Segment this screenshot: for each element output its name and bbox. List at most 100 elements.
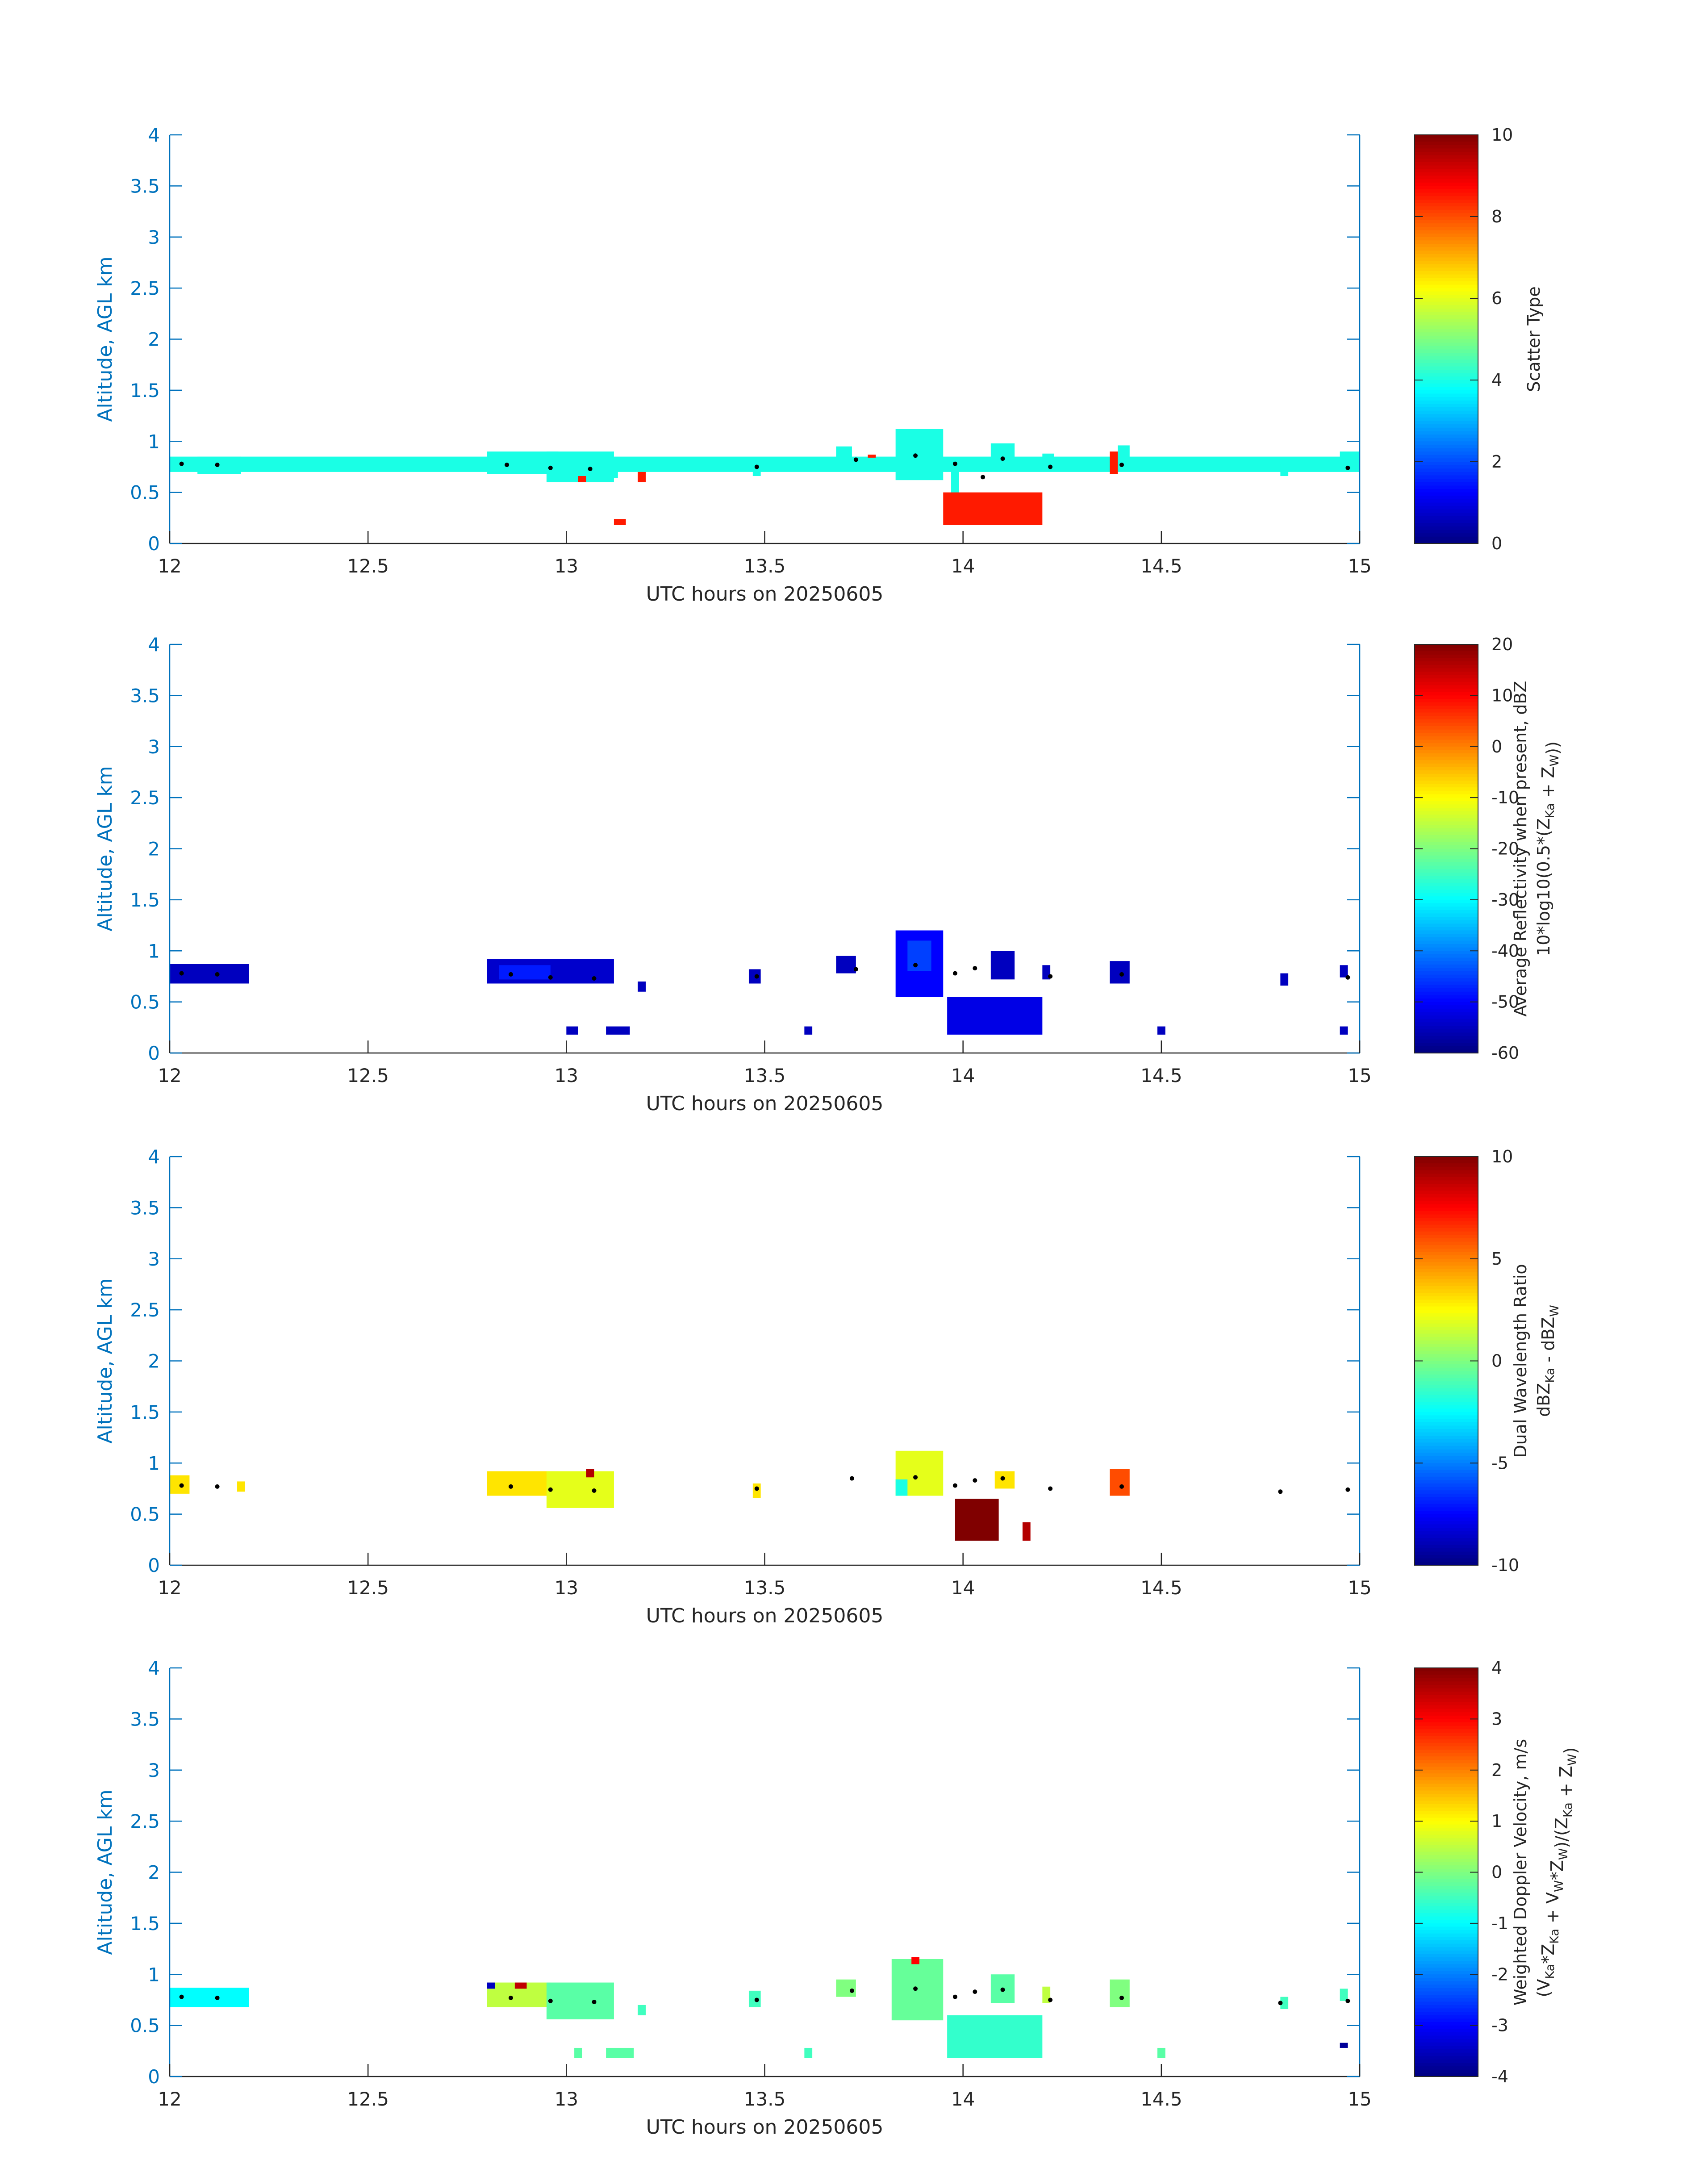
- colorbar-segment: [1415, 1316, 1478, 1320]
- colorbar-segment: [1415, 1763, 1478, 1768]
- colorbar-segment: [1415, 729, 1478, 734]
- colorbar-segment: [1415, 1933, 1478, 1938]
- colorbar-segment: [1415, 1262, 1478, 1266]
- colorbar-segment: [1415, 2005, 1478, 2009]
- colorbar-segment: [1415, 1995, 1478, 1999]
- colorbar-segment: [1415, 254, 1478, 258]
- data-point: [1345, 1998, 1350, 2003]
- colorbar-segment: [1415, 1859, 1478, 1863]
- colorbar-segment: [1415, 1026, 1478, 1030]
- data-cell: [614, 519, 626, 525]
- colorbar-segment: [1415, 1395, 1478, 1399]
- colorbar-segment: [1415, 811, 1478, 815]
- x-tick-label: 14.5: [1140, 555, 1182, 577]
- x-tick-label: 12.5: [347, 1577, 389, 1599]
- y-tick-label: 2: [148, 1350, 160, 1372]
- y-tick-label: 4: [148, 124, 160, 146]
- colorbar-segment: [1415, 251, 1478, 255]
- data-point: [1345, 975, 1350, 980]
- data-cell: [804, 1026, 813, 1035]
- colorbar-segment: [1415, 882, 1478, 887]
- colorbar-segment: [1415, 1201, 1478, 1205]
- data-point: [849, 1476, 854, 1481]
- colorbar-segment: [1415, 1828, 1478, 1832]
- x-tick-label: 13.5: [744, 1577, 786, 1599]
- x-tick-label: 14: [951, 555, 975, 577]
- colorbar-segment: [1415, 1685, 1478, 1689]
- colorbar-segment: [1415, 1719, 1478, 1723]
- colorbar-segment: [1415, 1511, 1478, 1515]
- colorbar-segment: [1415, 2002, 1478, 2006]
- colorbar-segment: [1415, 244, 1478, 248]
- data-point: [548, 1998, 553, 2003]
- data-point: [913, 1475, 918, 1480]
- colorbar-segment: [1415, 886, 1478, 890]
- colorbar-segment: [1415, 230, 1478, 234]
- colorbar-segment: [1415, 1340, 1478, 1345]
- data-point: [1000, 456, 1005, 461]
- colorbar-segment: [1415, 1845, 1478, 1849]
- colorbar-segment: [1415, 709, 1478, 713]
- colorbar-segment: [1415, 472, 1478, 476]
- colorbar-segment: [1415, 356, 1478, 360]
- marker-points: [179, 963, 1350, 981]
- colorbar-segment: [1415, 1337, 1478, 1341]
- chart-panel-2: 0 0.5 1 1.5 2 2.5 3 3.5 4 12 12.5 13 13.5 14 14.5 15 UTC…: [94, 634, 1562, 1115]
- colorbar: -10 -5 0 5 10 Dual Wavelength Ratio dBZKa - dB…: [1414, 1147, 1562, 1575]
- colorbar-segment: [1415, 859, 1478, 863]
- colorbar-segment: [1415, 1855, 1478, 1859]
- colorbar-tick-label: -1: [1491, 1914, 1508, 1933]
- colorbar-segment: [1415, 2035, 1478, 2040]
- data-point: [1048, 974, 1053, 979]
- data-point: [215, 1995, 220, 2000]
- colorbar-segment: [1415, 951, 1478, 955]
- colorbar-segment: [1415, 1303, 1478, 1307]
- colorbar-segment: [1415, 733, 1478, 737]
- colorbar-segment: [1415, 1245, 1478, 1249]
- colorbar-segment: [1415, 706, 1478, 710]
- colorbar-segment: [1415, 964, 1478, 969]
- colorbar-segment: [1415, 298, 1478, 302]
- data-point: [592, 2000, 597, 2005]
- colorbar-segment: [1415, 999, 1478, 1003]
- colorbar-segment: [1415, 1950, 1478, 1955]
- colorbar-segment: [1415, 1668, 1478, 1672]
- colorbar-segment: [1415, 712, 1478, 717]
- colorbar-segment: [1415, 1947, 1478, 1951]
- colorbar-segment: [1415, 1320, 1478, 1324]
- y-tick-label: 2.5: [130, 277, 160, 299]
- colorbar-segment: [1415, 1248, 1478, 1253]
- colorbar-segment: [1415, 1436, 1478, 1440]
- colorbar-segment: [1415, 175, 1478, 180]
- data-point: [754, 464, 759, 469]
- colorbar: -60 -50 -40 -30 -20 -10 0 10 20 Average Reflectiv…: [1414, 635, 1562, 1063]
- colorbar-segment: [1415, 1886, 1478, 1890]
- colorbar-segment: [1415, 1327, 1478, 1331]
- data-cell: [1280, 973, 1289, 986]
- colorbar-segment: [1415, 1208, 1478, 1212]
- colorbar-tick-label: -60: [1491, 1043, 1519, 1063]
- colorbar-segment: [1415, 978, 1478, 982]
- colorbar-segment: [1415, 142, 1478, 146]
- colorbar-segment: [1415, 1347, 1478, 1351]
- colorbar-segment: [1415, 414, 1478, 418]
- colorbar-tick-label: 10: [1491, 125, 1513, 145]
- colorbar: -4 -3 -2 -1 0 1 2 3 4 Weighted Doppler Velocity, …: [1414, 1658, 1580, 2086]
- data-cells: [170, 930, 1348, 1035]
- x-tick-label: 12.5: [347, 2088, 389, 2110]
- data-cell: [606, 468, 618, 478]
- colorbar-segment: [1415, 848, 1478, 853]
- colorbar-segment: [1415, 444, 1478, 449]
- y-tick-label: 1: [148, 430, 160, 452]
- data-point: [179, 1994, 184, 1999]
- colorbar-segment: [1415, 1160, 1478, 1164]
- colorbar-segment: [1415, 1943, 1478, 1948]
- colorbar-segment: [1415, 1811, 1478, 1815]
- colorbar-segment: [1415, 702, 1478, 706]
- colorbar-segment: [1415, 815, 1478, 819]
- y-tick-label: 1.5: [130, 889, 160, 911]
- colorbar-segment: [1415, 828, 1478, 832]
- colorbar-segment: [1415, 716, 1478, 720]
- colorbar-segment: [1415, 359, 1478, 364]
- data-point: [1278, 1489, 1283, 1494]
